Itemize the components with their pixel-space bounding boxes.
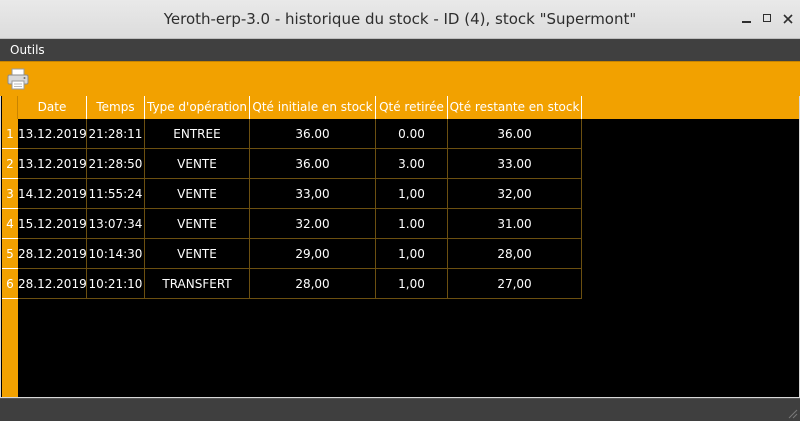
column-header-type-operation[interactable]: Type d'opération bbox=[145, 96, 250, 119]
cell-qte-retiree[interactable]: 0.00 bbox=[376, 119, 448, 149]
menu-bar: Outils bbox=[0, 39, 800, 61]
cell-date[interactable]: 28.12.2019 bbox=[18, 269, 87, 299]
cell-type-operation[interactable]: ENTREE bbox=[145, 119, 250, 149]
cell-qte-restante[interactable]: 27,00 bbox=[448, 269, 582, 299]
cell-type-operation[interactable]: VENTE bbox=[145, 239, 250, 269]
maximize-button[interactable] bbox=[758, 9, 778, 29]
column-header-qte-retiree[interactable]: Qté retirée bbox=[376, 96, 448, 119]
row-header[interactable]: 1 bbox=[2, 119, 18, 149]
row-header-column bbox=[2, 96, 18, 398]
cell-qte-retiree[interactable]: 1,00 bbox=[376, 179, 448, 209]
cell-temps[interactable]: 10:14:30 bbox=[87, 239, 145, 269]
row-header[interactable]: 3 bbox=[2, 179, 18, 209]
title-bar[interactable]: Yeroth-erp-3.0 - historique du stock - I… bbox=[0, 0, 800, 39]
cell-date[interactable]: 13.12.2019 bbox=[18, 119, 87, 149]
cell-temps[interactable]: 21:28:11 bbox=[87, 119, 145, 149]
window-title: Yeroth-erp-3.0 - historique du stock - I… bbox=[163, 10, 637, 28]
table-corner-button[interactable] bbox=[2, 96, 18, 119]
cell-qte-initiale[interactable]: 29,00 bbox=[250, 239, 376, 269]
cell-qte-restante[interactable]: 33.00 bbox=[448, 149, 582, 179]
cell-type-operation[interactable]: VENTE bbox=[145, 209, 250, 239]
cell-type-operation[interactable]: TRANSFERT bbox=[145, 269, 250, 299]
cell-qte-initiale[interactable]: 32.00 bbox=[250, 209, 376, 239]
cell-date[interactable]: 28.12.2019 bbox=[18, 239, 87, 269]
toolbar bbox=[0, 61, 800, 96]
cell-qte-initiale[interactable]: 33,00 bbox=[250, 179, 376, 209]
cell-date[interactable]: 13.12.2019 bbox=[18, 149, 87, 179]
minimize-button[interactable] bbox=[737, 9, 757, 29]
row-header[interactable]: 4 bbox=[2, 209, 18, 239]
cell-qte-initiale[interactable]: 36.00 bbox=[250, 149, 376, 179]
cell-qte-retiree[interactable]: 1,00 bbox=[376, 239, 448, 269]
column-header-qte-restante[interactable]: Qté restante en stock bbox=[448, 96, 582, 119]
cell-type-operation[interactable]: VENTE bbox=[145, 149, 250, 179]
close-button[interactable] bbox=[778, 9, 798, 29]
status-bar bbox=[0, 398, 800, 421]
minimize-icon bbox=[742, 21, 751, 23]
cell-date[interactable]: 15.12.2019 bbox=[18, 209, 87, 239]
cell-date[interactable]: 14.12.2019 bbox=[18, 179, 87, 209]
cell-temps[interactable]: 13:07:34 bbox=[87, 209, 145, 239]
printer-icon bbox=[7, 68, 29, 90]
row-header[interactable]: 2 bbox=[2, 149, 18, 179]
cell-type-operation[interactable]: VENTE bbox=[145, 179, 250, 209]
print-button[interactable] bbox=[6, 68, 30, 90]
column-header-qte-initiale[interactable]: Qté initiale en stock bbox=[250, 96, 376, 119]
cell-qte-retiree[interactable]: 1.00 bbox=[376, 209, 448, 239]
close-icon bbox=[783, 14, 793, 24]
cell-qte-restante[interactable]: 31.00 bbox=[448, 209, 582, 239]
cell-temps[interactable]: 11:55:24 bbox=[87, 179, 145, 209]
row-header[interactable]: 5 bbox=[2, 239, 18, 269]
table-header: Date Temps Type d'opération Qté initiale… bbox=[18, 96, 800, 119]
cell-temps[interactable]: 21:28:50 bbox=[87, 149, 145, 179]
cell-qte-retiree[interactable]: 1,00 bbox=[376, 269, 448, 299]
cell-qte-restante[interactable]: 28,00 bbox=[448, 239, 582, 269]
cell-qte-restante[interactable]: 32,00 bbox=[448, 179, 582, 209]
cell-qte-restante[interactable]: 36.00 bbox=[448, 119, 582, 149]
column-header-temps[interactable]: Temps bbox=[87, 96, 145, 119]
cell-temps[interactable]: 10:21:10 bbox=[87, 269, 145, 299]
menu-item-outils[interactable]: Outils bbox=[10, 43, 45, 57]
cell-qte-retiree[interactable]: 3.00 bbox=[376, 149, 448, 179]
row-header[interactable]: 6 bbox=[2, 269, 18, 299]
column-header-date[interactable]: Date bbox=[18, 96, 87, 119]
stock-history-table[interactable]: Date Temps Type d'opération Qté initiale… bbox=[0, 96, 800, 398]
cell-qte-initiale[interactable]: 36.00 bbox=[250, 119, 376, 149]
cell-qte-initiale[interactable]: 28,00 bbox=[250, 269, 376, 299]
maximize-icon bbox=[763, 14, 771, 22]
resize-grip-icon[interactable] bbox=[786, 407, 798, 419]
